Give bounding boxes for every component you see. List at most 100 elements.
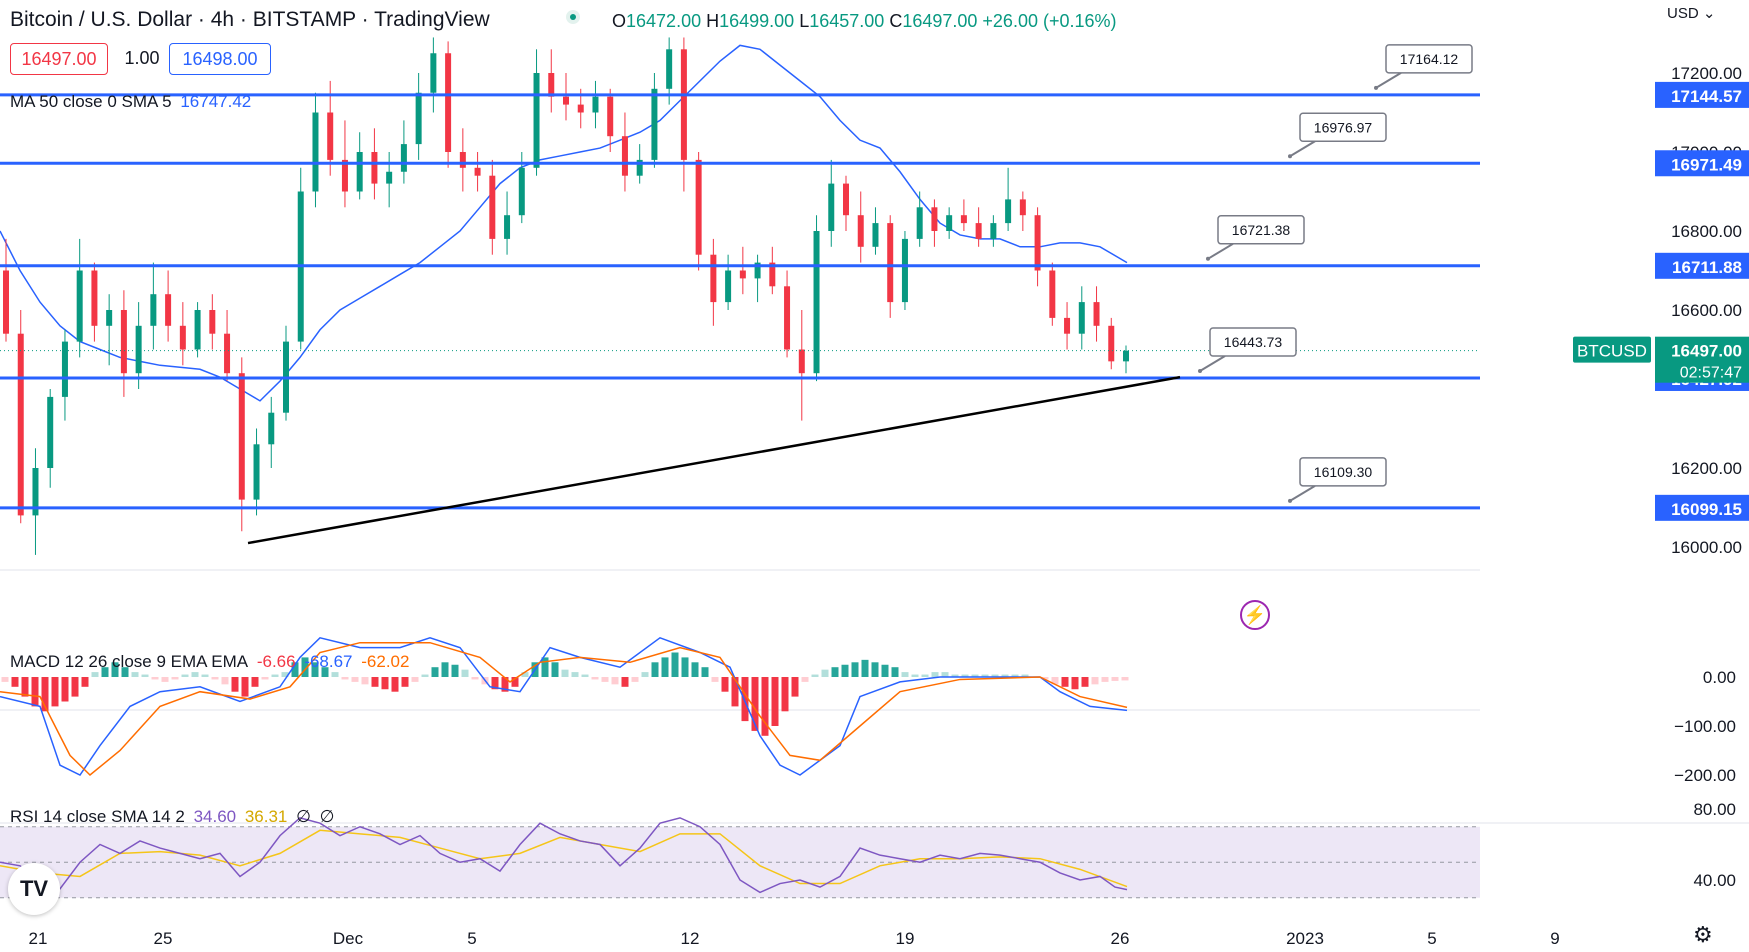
macd-hist-bar — [461, 669, 469, 677]
macd-hist-bar — [1061, 677, 1069, 687]
macd-hist-bar — [601, 677, 609, 682]
macd-hist-bar — [191, 672, 199, 677]
macd-tick-label: −100.00 — [1674, 717, 1736, 736]
macd-hist-bar — [161, 677, 169, 682]
candle-body — [135, 325, 142, 374]
level-axis-label: 16711.88 — [1672, 258, 1742, 277]
callout-label: 16443.73 — [1224, 334, 1283, 350]
macd-hist-bar — [621, 677, 629, 687]
open-value: 16472.00 — [626, 11, 702, 31]
macd-hist-bar — [431, 667, 439, 677]
market-open-icon — [566, 10, 580, 24]
macd-hist-bar — [421, 674, 429, 677]
macd-hist-bar — [551, 662, 559, 677]
macd-hist-bar — [121, 667, 129, 677]
candle-body — [872, 223, 879, 247]
macd-hist-bar — [281, 672, 289, 677]
macd-hist-bar — [361, 677, 369, 685]
rsi-tick-label: 40.00 — [1693, 871, 1736, 890]
macd-hist-bar — [961, 674, 969, 677]
ma-legend[interactable]: MA 50 close 0 SMA 5 16747.42 — [10, 92, 255, 112]
macd-hist-bar — [381, 677, 389, 690]
macd-hist-bar — [801, 677, 809, 682]
macd-hist-bar — [331, 672, 339, 677]
price-tick-label: 17200.00 — [1671, 64, 1742, 83]
candle-body — [47, 396, 54, 468]
macd-hist-bar — [691, 662, 699, 677]
rsi-label: RSI 14 close SMA 14 2 — [10, 807, 185, 826]
candle-body — [592, 96, 599, 113]
macd-hist-bar — [821, 669, 829, 677]
candle-body — [268, 412, 275, 445]
macd-hist-bar — [931, 672, 939, 677]
macd-hist-bar — [1081, 677, 1089, 687]
candle-body — [194, 310, 201, 350]
callout-anchor — [1198, 368, 1202, 373]
macd-hist-bar — [351, 677, 359, 682]
rsi-legend[interactable]: RSI 14 close SMA 14 2 34.60 36.31 ∅ ∅ — [10, 807, 338, 827]
high-label: H — [706, 11, 720, 31]
trendline — [247, 375, 1181, 545]
macd-hist-bar — [1101, 677, 1109, 682]
macd-hist-bar — [401, 677, 409, 687]
callout-anchor — [1374, 85, 1378, 90]
callout-box — [1385, 44, 1473, 74]
currency-label: USD — [1667, 5, 1699, 22]
macd-hist-bar — [231, 677, 239, 692]
macd-hist-bar — [141, 674, 149, 677]
candle-body — [680, 49, 687, 160]
macd-legend[interactable]: MACD 12 26 close 9 EMA EMA -6.66 -68.67 … — [10, 652, 413, 672]
candle-body — [1064, 317, 1071, 334]
levels-group: 17164.12 16976.97 16721.38 16443.73 16109.30 — [0, 44, 1480, 510]
macd-hist-bar — [1, 677, 9, 682]
macd-hist-bar — [851, 662, 859, 677]
macd-hist-bar — [681, 657, 689, 677]
symbol-tag — [1573, 336, 1651, 363]
time-tick-label: 9 — [1550, 929, 1559, 948]
macd-hist-bar — [571, 672, 579, 677]
macd-hist-bar — [701, 667, 709, 677]
candle-body — [356, 152, 363, 192]
macd-hist-bar — [671, 652, 679, 677]
macd-hist-bar — [611, 677, 619, 685]
macd-hist-bar — [391, 677, 399, 692]
level-axis-tag — [1655, 252, 1749, 279]
macd-hist-bar — [1091, 677, 1099, 685]
candle-body — [975, 223, 982, 239]
macd-hist-bar — [71, 677, 79, 697]
open-label: O — [612, 11, 627, 31]
callout-label: 16721.38 — [1232, 222, 1291, 238]
macd-hist-bar — [31, 677, 39, 707]
callout-pointer — [1207, 242, 1234, 260]
macd-hist-bar — [111, 662, 119, 677]
macd-hist-bar — [741, 677, 749, 722]
candle-body — [695, 159, 702, 255]
candle-body — [548, 73, 555, 97]
candle-body — [371, 152, 378, 184]
candle-body — [607, 96, 614, 137]
candle-body — [61, 341, 68, 397]
macd-line — [0, 636, 1128, 776]
candle-body — [1078, 302, 1085, 334]
rsi-value: 34.60 — [193, 807, 237, 826]
macd-hist-bar — [811, 674, 819, 677]
time-tick-label: 12 — [681, 929, 700, 948]
gear-icon[interactable]: ⚙ — [1693, 922, 1713, 947]
macd-tick-label: 0.00 — [1703, 668, 1736, 687]
lightning-icon[interactable]: ⚡ — [1240, 600, 1270, 630]
candle-body — [621, 136, 628, 176]
macd-hist-bar — [541, 657, 549, 677]
macd-hist-bar — [501, 677, 509, 692]
macd-hist-bar — [451, 664, 459, 677]
sell-button[interactable]: 16497.00 — [10, 43, 108, 75]
tradingview-logo-icon[interactable]: TV — [8, 863, 60, 915]
level-axis-tag — [1655, 81, 1749, 108]
macd-hist-bar — [101, 667, 109, 677]
buy-button[interactable]: 16498.00 — [169, 43, 271, 75]
candle-body — [489, 175, 496, 239]
rsi-ma-line — [0, 829, 1128, 888]
currency-selector[interactable]: USD ⌄ — [1667, 4, 1715, 22]
macd-hist-bar — [881, 664, 889, 677]
ma-label: MA 50 close 0 SMA 5 — [10, 92, 172, 111]
